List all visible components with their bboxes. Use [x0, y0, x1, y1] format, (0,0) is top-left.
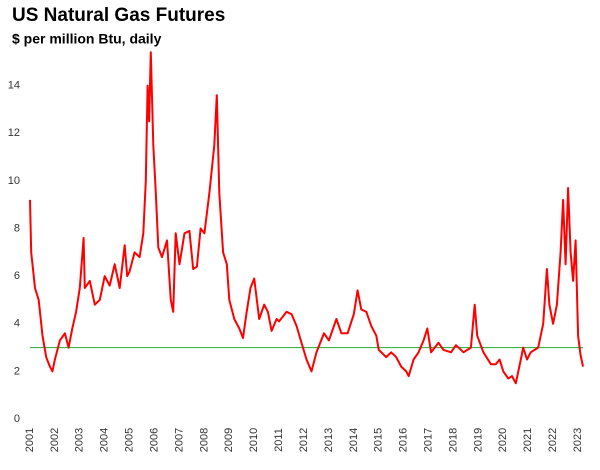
x-tick-label: 2017 [422, 428, 434, 452]
x-tick-label: 2003 [74, 428, 86, 452]
x-tick-label: 2019 [472, 428, 484, 452]
chart-title: US Natural Gas Futures [12, 5, 225, 26]
line-series [29, 51, 584, 385]
chart-subtitle: $ per million Btu, daily [12, 31, 162, 47]
x-tick-label: 2015 [373, 428, 385, 452]
x-tick-label: 2001 [24, 428, 36, 452]
x-tick-label: 2009 [223, 428, 235, 452]
x-tick-label: 2016 [398, 428, 410, 452]
x-tick-label: 2005 [124, 428, 136, 452]
x-tick-label: 2004 [99, 428, 111, 452]
x-tick-label: 2006 [148, 428, 160, 452]
x-tick-label: 2012 [298, 428, 310, 452]
x-tick-label: 2022 [547, 428, 559, 452]
x-tick-label: 2021 [522, 428, 534, 452]
x-tick-label: 2010 [248, 428, 260, 452]
y-tick-label: 4 [14, 318, 20, 330]
x-tick-label: 2002 [49, 428, 61, 452]
x-tick-label: 2007 [173, 428, 185, 452]
x-tick-label: 2014 [348, 428, 360, 452]
y-tick-label: 6 [14, 270, 20, 282]
x-tick-label: 2020 [497, 428, 509, 452]
y-tick-label: 10 [8, 175, 20, 187]
y-tick-label: 0 [14, 413, 20, 425]
x-tick-label: 2013 [323, 428, 335, 452]
y-tick-label: 8 [14, 222, 20, 234]
x-tick-label: 2023 [572, 428, 584, 452]
y-tick-label: 2 [14, 365, 20, 377]
x-tick-label: 2011 [273, 428, 285, 452]
y-tick-label: 12 [8, 127, 20, 139]
y-tick-label: 14 [8, 80, 20, 92]
x-tick-label: 2008 [198, 428, 210, 452]
x-tick-label: 2018 [447, 428, 459, 452]
